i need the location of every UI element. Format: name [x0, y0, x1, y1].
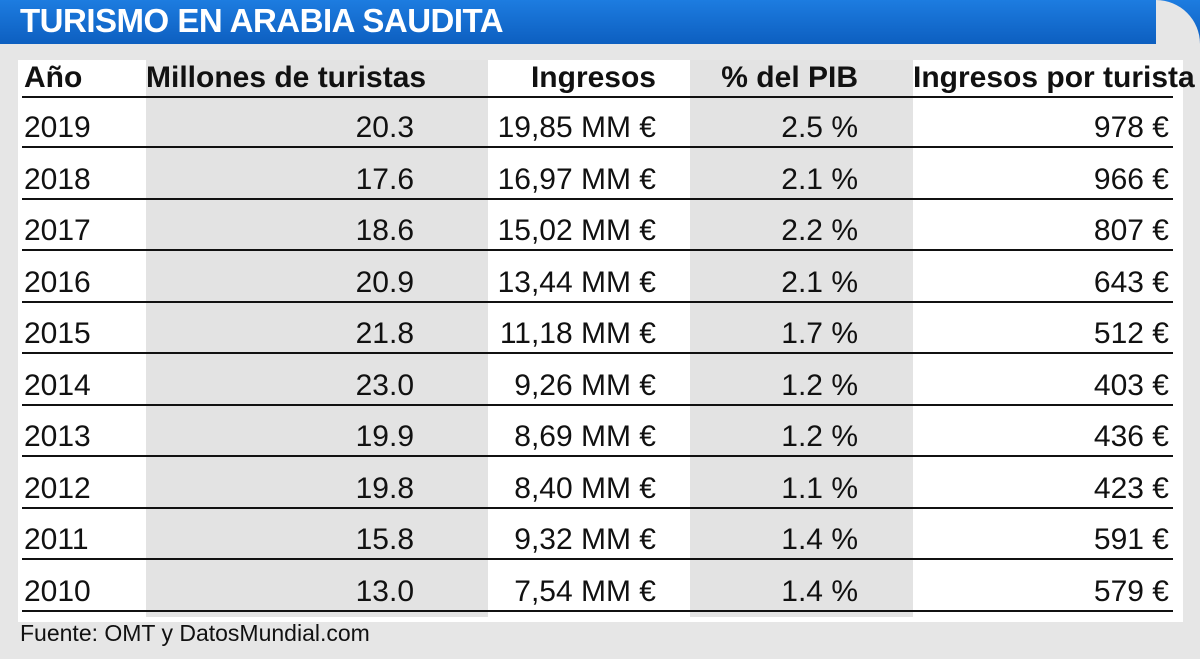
table-cell: 18.6 — [355, 214, 414, 247]
table-cell: 9,32 MM € — [514, 523, 656, 556]
row-rule — [22, 506, 1173, 509]
table-cell: 1.1 % — [781, 471, 858, 505]
table-cell: 1.4 % — [781, 523, 858, 556]
table-cell: 15.8 — [355, 523, 414, 556]
table-cell: 966 € — [1093, 162, 1169, 196]
column-header: % del PIB — [721, 61, 858, 94]
table-cell: 403 € — [1093, 368, 1169, 402]
table-cell: 19.9 — [355, 420, 414, 453]
column-header: Ingresos por turista — [913, 61, 1195, 94]
column-header: Millones de turistas — [146, 61, 427, 94]
table-cell: 643 € — [1093, 265, 1169, 299]
table-cell: 19,85 MM € — [497, 111, 656, 144]
table-cell: 21.8 — [355, 317, 414, 350]
table-cell: 16,97 MM € — [497, 162, 656, 196]
table-cell: 2.1 % — [781, 265, 858, 299]
row-rule — [22, 249, 1173, 251]
table-cell: 2.1 % — [781, 162, 858, 196]
column-header: Ingresos — [530, 61, 656, 94]
title-bar: TURISMO EN ARABIA SAUDITA — [0, 0, 1200, 44]
column-header: Año — [24, 61, 83, 94]
table-cell: 2.5 % — [781, 111, 858, 144]
row-rule — [22, 146, 1173, 148]
data-table: Año Millones de turistas Ingresos % del PIB… — [18, 60, 1195, 622]
table-cell: 2018 — [24, 162, 91, 196]
table-cell: 17.6 — [355, 162, 414, 196]
table-cell: 436 € — [1093, 420, 1169, 453]
table-cell: 1.7 % — [781, 317, 858, 350]
row-rule — [22, 609, 1173, 612]
table-cell: 1.2 % — [781, 420, 858, 453]
table-cell: 2017 — [24, 214, 91, 247]
table-title: TURISMO EN ARABIA SAUDITA — [20, 2, 504, 39]
table-cell: 807 € — [1093, 214, 1169, 247]
table-cell: 23.0 — [355, 368, 414, 402]
column-shade — [146, 60, 488, 617]
column-shade — [690, 60, 913, 617]
table-cell: 512 € — [1093, 317, 1169, 350]
table-cell: 8,40 MM € — [514, 471, 656, 505]
table-cell: 13,44 MM € — [497, 265, 656, 299]
table-cell: 9,26 MM € — [514, 368, 656, 402]
table-cell: 2014 — [24, 368, 91, 402]
row-rule — [22, 197, 1173, 200]
table-cell: 1.2 % — [781, 368, 858, 402]
header-rule — [22, 96, 1173, 98]
source-note: Fuente: OMT y DatosMundial.com — [20, 620, 370, 646]
table-cell: 13.0 — [355, 574, 414, 608]
table-cell: 2019 — [24, 111, 91, 144]
table-cell: 2.2 % — [781, 214, 858, 247]
table-cell: 2015 — [24, 317, 91, 350]
table-cell: 591 € — [1093, 523, 1169, 556]
table-cell: 2010 — [24, 574, 91, 608]
row-rule — [22, 455, 1173, 457]
row-rule — [22, 352, 1173, 354]
table-cell: 8,69 MM € — [514, 420, 656, 453]
table-cell: 579 € — [1093, 574, 1169, 608]
table-cell: 7,54 MM € — [514, 574, 656, 608]
row-rule — [22, 558, 1173, 560]
row-rule — [22, 300, 1173, 303]
table-cell: 2012 — [24, 471, 91, 505]
table-cell: 1.4 % — [781, 574, 858, 608]
table-cell: 15,02 MM € — [497, 214, 656, 247]
table-cell: 2013 — [24, 420, 91, 453]
table-cell: 978 € — [1093, 111, 1169, 144]
table-cell: 423 € — [1093, 471, 1169, 505]
table-cell: 19.8 — [355, 471, 414, 505]
table-cell: 20.3 — [355, 111, 414, 144]
table-cell: 2016 — [24, 265, 91, 299]
row-rule — [22, 403, 1173, 406]
table-cell: 20.9 — [355, 265, 414, 299]
table-cell: 11,18 MM € — [499, 317, 656, 350]
table-cell: 2011 — [24, 523, 89, 556]
